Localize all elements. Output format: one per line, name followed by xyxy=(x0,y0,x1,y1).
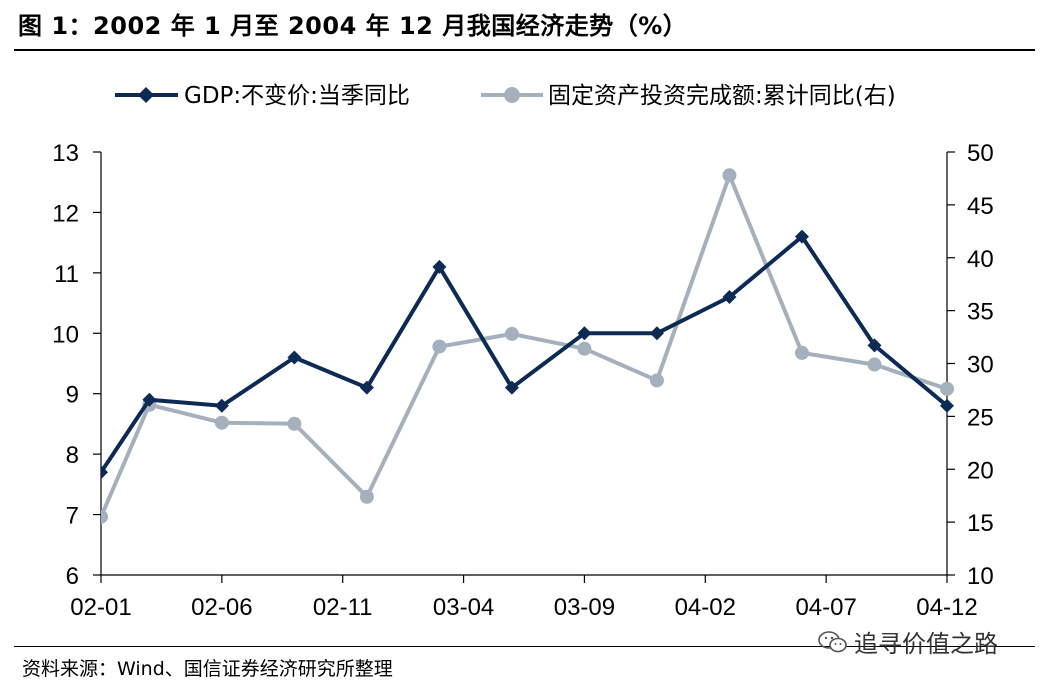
gdp-point xyxy=(142,392,157,407)
gdp-point xyxy=(940,398,954,413)
title-divider xyxy=(14,49,1035,51)
gdp-point xyxy=(287,350,302,365)
left-axis-tick-label: 12 xyxy=(52,200,79,227)
watermark: 追寻价值之路 xyxy=(818,624,998,659)
gdp-point xyxy=(649,326,664,341)
right-axis-tick-label: 40 xyxy=(967,246,994,273)
wechat-icon xyxy=(818,630,847,652)
gdp-point xyxy=(432,259,447,274)
legend: GDP:不变价:当季同比 固定资产投资完成额:累计同比(右) xyxy=(115,83,896,109)
left-axis-tick-label: 8 xyxy=(66,442,79,469)
x-axis-tick-label: 03-09 xyxy=(554,594,615,621)
plot-area xyxy=(101,168,954,524)
gdp-point xyxy=(214,398,229,413)
fai-series xyxy=(101,168,954,524)
x-axis-tick-label: 04-12 xyxy=(916,594,977,621)
left-axis-tick-label: 7 xyxy=(66,503,79,530)
fai-point xyxy=(504,326,519,341)
left-axis-tick-label: 6 xyxy=(66,563,79,590)
figure-title: 图 1：2002 年 1 月至 2004 年 12 月我国经济走势（%） xyxy=(18,12,688,40)
gdp-point xyxy=(101,465,108,480)
fai-point xyxy=(577,341,592,356)
x-axis-tick-label: 04-02 xyxy=(675,594,736,621)
gdp-point xyxy=(794,229,809,244)
left-axis-tick-label: 13 xyxy=(52,140,79,167)
fai-point xyxy=(794,345,809,360)
left-axis-tick-label: 11 xyxy=(54,261,79,288)
legend-fai-marker xyxy=(504,87,520,103)
legend-gdp-label: GDP:不变价:当季同比 xyxy=(184,83,410,109)
x-axis-tick-label: 02-06 xyxy=(191,594,252,621)
fai-point xyxy=(867,357,882,372)
fai-point xyxy=(432,339,447,354)
line-chart: GDP:不变价:当季同比 固定资产投资完成额:累计同比(右) 6 7 8 9 10 11 1… xyxy=(52,83,993,621)
fai-point xyxy=(287,416,302,431)
right-axis-tick-label: 20 xyxy=(967,457,994,484)
right-axis-tick-label: 30 xyxy=(967,352,994,379)
x-axis-tick-label: 02-11 xyxy=(313,594,373,621)
gdp-point xyxy=(504,380,519,395)
right-axis-tick-label: 45 xyxy=(967,193,994,220)
gdp-point xyxy=(722,290,737,305)
legend-gdp-marker xyxy=(138,87,154,103)
fai-point xyxy=(722,168,737,183)
watermark-text: 追寻价值之路 xyxy=(854,630,998,658)
fai-point xyxy=(649,373,664,388)
fai-point xyxy=(214,415,229,430)
x-axis-tick-label: 04-07 xyxy=(795,594,856,621)
fai-point xyxy=(101,509,108,524)
left-axis-tick-label: 9 xyxy=(66,382,79,409)
source-note: 资料来源：Wind、国信证券经济研究所整理 xyxy=(22,658,393,680)
axes: 6 7 8 9 10 11 12 13 10 15 20 25 30 35 40 45 50 02-01 02-06… xyxy=(52,140,993,621)
gdp-point xyxy=(867,338,882,353)
fai-line xyxy=(101,173,948,518)
right-axis-tick-label: 15 xyxy=(967,510,994,537)
footer-divider xyxy=(14,646,1035,647)
right-axis-tick-label: 35 xyxy=(967,299,994,326)
gdp-point xyxy=(359,380,374,395)
legend-fai-label: 固定资产投资完成额:累计同比(右) xyxy=(548,83,896,109)
x-axis-tick-label: 03-04 xyxy=(433,594,494,621)
left-axis-tick-label: 10 xyxy=(52,321,79,348)
gdp-point xyxy=(577,326,592,341)
fai-point xyxy=(940,381,954,396)
x-axis-tick-label: 02-01 xyxy=(70,594,131,621)
gdp-series xyxy=(101,229,954,480)
fai-point xyxy=(359,489,374,504)
right-axis-tick-label: 25 xyxy=(967,404,994,431)
right-axis-tick-label: 10 xyxy=(967,563,994,590)
right-axis-tick-label: 50 xyxy=(967,140,994,167)
